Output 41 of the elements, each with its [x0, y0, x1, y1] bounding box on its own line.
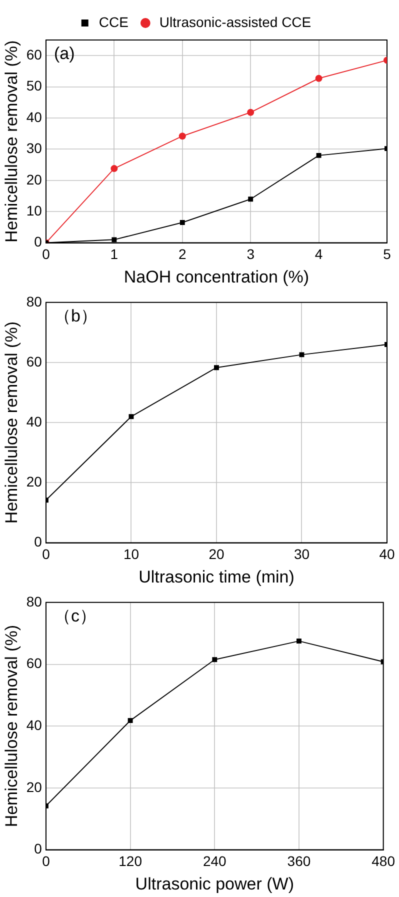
x-tick-label: 480 [372, 853, 396, 870]
x-tick-label: 2 [178, 246, 186, 262]
x-axis-title: Ultrasonic power (W) [135, 874, 294, 894]
x-tick-label: 30 [294, 546, 310, 562]
y-tick-label: 40 [26, 716, 42, 733]
y-axis-title: Hemicellulose removal (%) [2, 625, 21, 828]
y-axis-title: Hemicellulose removal (%) [2, 322, 21, 524]
x-tick-label: 240 [202, 853, 227, 870]
y-tick-label: 0 [34, 534, 42, 550]
x-tick-label: 10 [123, 546, 140, 562]
y-tick-label: 20 [26, 474, 42, 490]
y-tick-label: 30 [26, 140, 42, 156]
y-tick-label: 60 [26, 46, 42, 62]
x-axis-title: Ultrasonic time (min) [138, 567, 294, 586]
x-tick-label: 120 [118, 853, 142, 870]
annotation: （c） [54, 606, 96, 626]
y-tick-label: 20 [26, 171, 42, 188]
y-tick-label: 80 [26, 293, 42, 310]
y-tick-label: 0 [34, 234, 42, 250]
y-tick-label: 60 [26, 655, 42, 672]
x-tick-label: 5 [383, 246, 392, 262]
y-tick-label: 40 [26, 108, 42, 125]
x-tick-label: 360 [287, 853, 311, 870]
y-axis-title: Hemicellulose removal (%) [2, 40, 21, 242]
legend-label: CCE [98, 14, 128, 30]
x-tick-label: 3 [246, 246, 255, 262]
x-tick-label: 40 [379, 546, 395, 562]
x-tick-label: 1 [110, 246, 118, 262]
y-tick-label: 40 [26, 413, 42, 430]
x-tick-label: 4 [314, 246, 323, 262]
annotation: (a) [54, 44, 75, 64]
y-tick-label: 10 [26, 202, 42, 218]
y-tick-label: 50 [26, 78, 42, 94]
annotation: （b） [54, 306, 98, 326]
x-tick-label: 20 [208, 546, 224, 562]
x-axis-title: NaOH concentration (%) [124, 267, 310, 286]
y-tick-label: 0 [34, 840, 42, 857]
y-tick-label: 60 [26, 353, 42, 370]
y-tick-label: 80 [26, 593, 42, 610]
y-tick-label: 20 [26, 778, 42, 795]
legend-label: Ultrasonic-assisted CCE [159, 14, 312, 30]
